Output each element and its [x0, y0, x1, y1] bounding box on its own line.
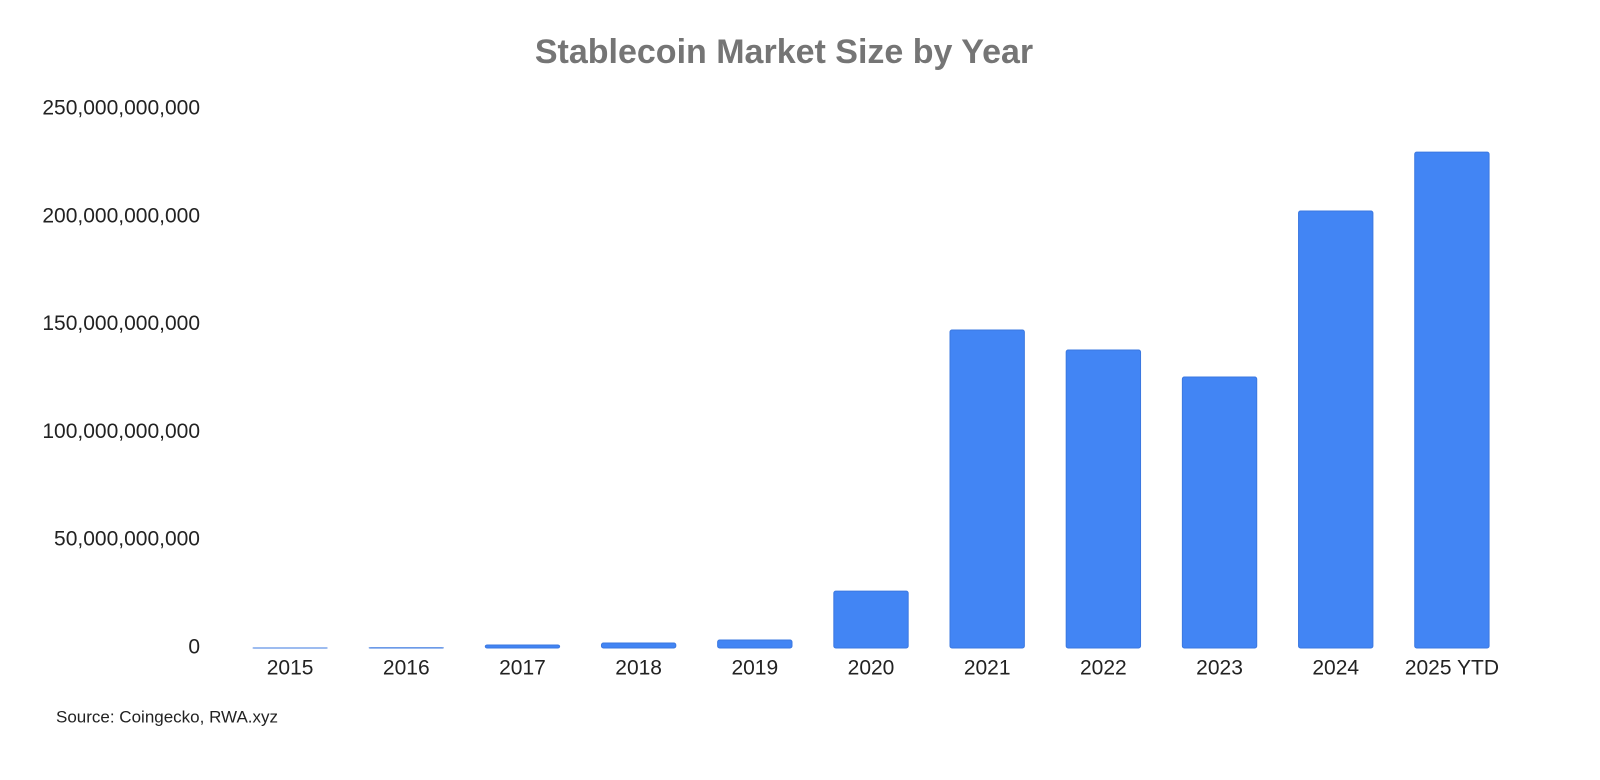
x-tick-label: 2020	[848, 657, 895, 680]
y-tick-label: 50,000,000,000	[54, 528, 200, 551]
chart-title: Stablecoin Market Size by Year	[535, 33, 1033, 71]
source-note: Source: Coingecko, RWA.xyz	[56, 707, 278, 726]
bar	[1065, 349, 1142, 649]
bar	[949, 329, 1025, 649]
bar	[1414, 151, 1490, 649]
bar	[484, 644, 561, 649]
y-tick-label: 250,000,000,000	[42, 97, 200, 120]
x-tick-label: 2025 YTD	[1405, 657, 1499, 680]
x-tick-label: 2021	[964, 657, 1011, 680]
x-tick-label: 2023	[1196, 657, 1243, 680]
bar	[833, 590, 909, 649]
x-tick-label: 2024	[1312, 657, 1359, 680]
bar	[600, 642, 677, 649]
x-tick-label: 2015	[267, 657, 314, 680]
x-tick-label: 2016	[383, 657, 430, 680]
x-tick-label: 2018	[615, 657, 662, 680]
x-tick-label: 2017	[499, 657, 546, 680]
y-tick-label: 150,000,000,000	[42, 312, 200, 335]
bar	[1181, 376, 1258, 649]
bar	[717, 639, 793, 649]
y-tick-label: 100,000,000,000	[42, 420, 200, 443]
y-tick-label: 0	[188, 636, 200, 659]
x-tick-label: 2022	[1080, 657, 1127, 680]
x-tick-label: 2019	[731, 657, 778, 680]
bar	[1298, 210, 1374, 649]
y-tick-label: 200,000,000,000	[42, 204, 200, 227]
